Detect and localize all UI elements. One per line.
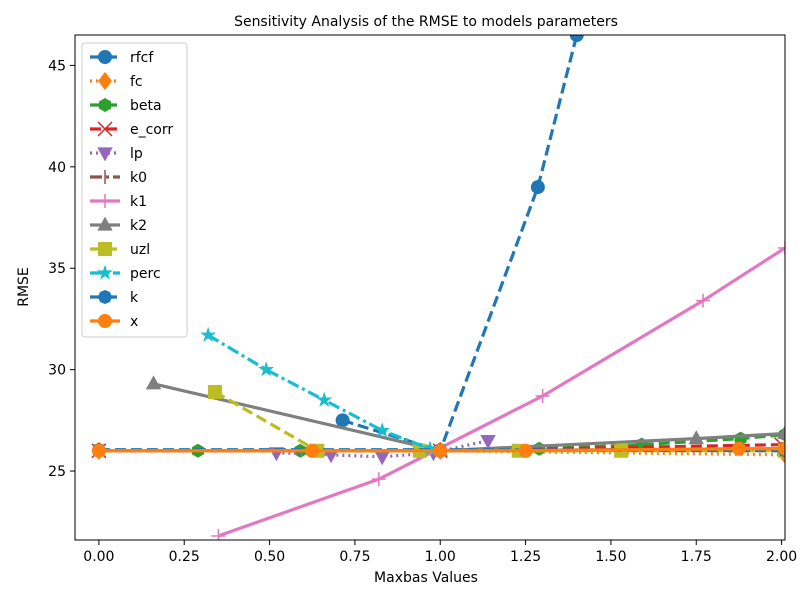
series-line-fc: [98, 449, 785, 457]
legend-item: uzl: [90, 242, 150, 258]
legend-marker: [97, 216, 113, 231]
data-point: [778, 240, 785, 255]
legend-box: [81, 42, 188, 338]
x-tick-label: 1.75: [681, 549, 712, 565]
series-line-x: [98, 447, 785, 453]
legend-marker: [98, 290, 112, 304]
legend-marker: [97, 147, 113, 162]
legend-label: e_corr: [130, 122, 173, 138]
x-tick-label: 1.25: [510, 549, 541, 565]
x-tick-label: 1.50: [595, 549, 626, 565]
y-tick-label: 40: [48, 160, 66, 176]
legend-item: perc: [90, 264, 161, 282]
legend-item: k0: [90, 170, 147, 186]
data-point: [335, 413, 350, 428]
y-axis: 25 30 35 40 45: [48, 58, 75, 480]
legend-marker: [98, 194, 112, 208]
x-axis-label: Maxbas Values: [374, 570, 478, 586]
legend-item: fc: [90, 71, 143, 91]
legend-label: uzl: [130, 242, 150, 258]
series-perc: [200, 326, 438, 456]
series-line-k2: [153, 382, 785, 453]
legend-label: k1: [130, 194, 147, 210]
legend-item: k1: [90, 194, 147, 210]
data-point: [374, 422, 391, 438]
legend-marker: [97, 121, 113, 137]
data-point: [518, 443, 533, 458]
series-line-perc: [207, 333, 431, 451]
legend-item: k2: [90, 216, 147, 234]
data-point: [258, 361, 275, 377]
series-x: [91, 441, 785, 458]
x-tick-label: 0.00: [83, 549, 114, 565]
legend-label: k2: [130, 218, 147, 234]
legend-marker: [98, 71, 112, 91]
x-tick-label: 0.25: [169, 549, 200, 565]
legend-label: x: [130, 314, 138, 330]
series-k2: [145, 375, 785, 457]
data-point: [145, 375, 162, 390]
data-point: [569, 35, 584, 42]
data-point: [200, 326, 217, 342]
legend-item: rfcf: [90, 50, 154, 66]
data-point: [535, 389, 550, 404]
legend-marker: [98, 98, 112, 112]
legend-label: k: [130, 290, 139, 306]
series-k1: [211, 240, 785, 540]
data-point: [688, 430, 704, 445]
data-point: [422, 440, 438, 456]
y-tick-label: 30: [48, 363, 66, 379]
y-tick-label: 25: [48, 464, 66, 480]
data-point: [433, 443, 448, 458]
legend-label: lp: [130, 146, 143, 162]
legend-label: fc: [130, 74, 143, 90]
x-tick-label: 2.00: [766, 549, 797, 565]
chart-title: Sensitivity Analysis of the RMSE to mode…: [234, 14, 618, 30]
series-line-k1: [217, 246, 785, 538]
data-point: [530, 180, 545, 195]
data-point: [731, 441, 746, 456]
data-point: [696, 293, 711, 308]
data-point: [207, 384, 222, 399]
x-tick-label: 0.75: [339, 549, 370, 565]
legend-item: k: [90, 290, 139, 306]
plot-frame: [74, 34, 786, 541]
legend-marker: [98, 314, 112, 328]
legend-item: beta: [90, 98, 162, 114]
x-tick-label: 1.00: [425, 549, 456, 565]
legend-marker: [97, 264, 113, 280]
legend-marker: [98, 50, 112, 64]
series-line-rfcf: [342, 35, 579, 453]
data-point: [211, 528, 226, 540]
legend-label: k0: [130, 170, 147, 186]
data-point: [778, 441, 785, 456]
data-point: [371, 472, 386, 487]
series-layer: [91, 35, 785, 540]
data-point: [316, 391, 333, 407]
y-axis-label: RMSE: [16, 267, 32, 307]
data-point: [777, 425, 785, 440]
legend-item: x: [90, 314, 138, 330]
legend-label: perc: [130, 266, 161, 282]
x-tick-label: 0.50: [254, 549, 285, 565]
y-tick-label: 35: [48, 261, 66, 277]
x-axis: 0.00 0.25 0.50 0.75 1.00 1.25 1.50 1.75 2.00: [83, 540, 797, 565]
data-point: [91, 443, 106, 458]
legend-label: rfcf: [130, 50, 154, 66]
legend-marker: [98, 242, 112, 256]
data-point: [323, 449, 339, 464]
data-point: [374, 451, 390, 466]
data-point: [480, 435, 496, 450]
legend-item: lp: [90, 146, 143, 162]
legend-item: e_corr: [90, 121, 173, 138]
legend-label: beta: [130, 98, 162, 114]
y-tick-label: 45: [48, 58, 66, 74]
data-point: [305, 443, 320, 458]
